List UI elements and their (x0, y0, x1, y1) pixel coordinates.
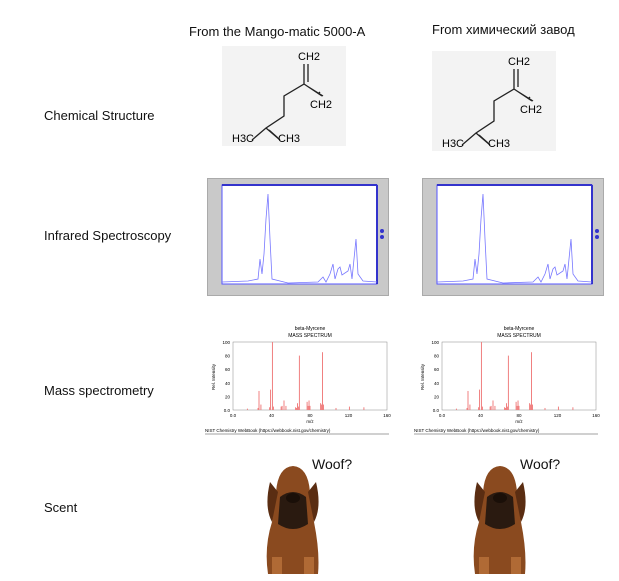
ms-xlabel: m/z (515, 419, 523, 424)
row-label-ir: Infrared Spectroscopy (44, 228, 172, 243)
dog-ears (474, 482, 526, 522)
bloodhound-image-2 (473, 466, 526, 574)
ms-ytick: 60 (225, 367, 231, 372)
dog-ears (267, 482, 319, 522)
dog-paws (272, 557, 314, 574)
row-label-ms: Mass spectrometry (44, 383, 154, 398)
ms-ytick: 80 (225, 354, 231, 359)
ms-ylabel: Rel. Intensity (211, 363, 216, 390)
label-ch2-top: CH2 (508, 56, 530, 68)
ms-title: beta-Myrcene (504, 326, 535, 332)
column-header-1: From the Mango-matic 5000-A (189, 24, 366, 39)
dog-saddle (278, 492, 308, 529)
ms-xtick: 80 (307, 413, 313, 418)
ir-handle (380, 229, 384, 233)
ms-ytick: 80 (434, 354, 440, 359)
ms-xtick: 40 (269, 413, 275, 418)
woof-text-1: Woof? (312, 456, 353, 472)
ir-handle (595, 235, 599, 239)
dog-nose (286, 493, 300, 503)
ms-plot-frame (232, 341, 388, 411)
molecule-structure-2: CH2 CH2 H3C CH3 (432, 51, 556, 151)
ms-subtitle: MASS SPECTRUM (288, 333, 332, 339)
ms-xtick: 160 (383, 413, 391, 418)
label-ch3: CH3 (278, 133, 300, 145)
ms-ytick: 100 (431, 340, 439, 345)
label-ch2-right: CH2 (520, 104, 542, 116)
ir-handle (595, 229, 599, 233)
ms-ytick: 40 (434, 381, 440, 386)
woof-text-2: Woof? (520, 456, 561, 472)
ms-subtitle: MASS SPECTRUM (497, 333, 541, 339)
ms-ytick: 100 (222, 340, 230, 345)
ms-ytick: 0.0 (433, 408, 440, 413)
label-ch2-top: CH2 (298, 51, 320, 63)
dog-paws (479, 557, 521, 574)
ms-ytick: 20 (434, 394, 440, 399)
ms-xtick: 160 (592, 413, 600, 418)
ir-spectrum-line (221, 193, 378, 284)
ir-spectrum-2 (422, 178, 604, 296)
ms-xtick: 0.0 (230, 413, 237, 418)
molecule-structure-1: CH2 CH2 H3C CH3 (222, 46, 346, 146)
ir-spectrum-1 (207, 178, 389, 296)
ir-spectrum-line (436, 193, 593, 284)
dog-saddle (485, 492, 515, 529)
ir-plot-area (436, 184, 593, 285)
ms-xtick: 120 (554, 413, 562, 418)
label-h3c: H3C (442, 138, 464, 150)
ms-ytick: 60 (434, 367, 440, 372)
ms-title: beta-Myrcene (295, 326, 326, 332)
ms-ytick: 0.0 (224, 408, 231, 413)
row-label-structure: Chemical Structure (44, 108, 155, 123)
ms-xtick: 40 (478, 413, 484, 418)
ms-ytick: 20 (225, 394, 231, 399)
label-ch3: CH3 (488, 138, 510, 150)
ir-plot-area (221, 184, 378, 285)
ms-xtick: 0.0 (439, 413, 446, 418)
ms-xtick: 80 (516, 413, 522, 418)
ms-footer: NIST Chemistry WebBook (https://webbook.… (414, 428, 540, 433)
ms-xtick: 120 (345, 413, 353, 418)
column-header-2: From химический завод (432, 22, 575, 37)
ms-footer: NIST Chemistry WebBook (https://webbook.… (205, 428, 331, 433)
row-label-scent: Scent (44, 500, 78, 515)
label-ch2-right: CH2 (310, 99, 332, 111)
label-h3c: H3C (232, 133, 254, 145)
ms-ytick: 40 (225, 381, 231, 386)
dog-nose (493, 493, 507, 503)
ms-ylabel: Rel. Intensity (420, 363, 425, 390)
bloodhound-image-1 (266, 466, 319, 574)
ms-plot-frame (441, 341, 597, 411)
ms-xlabel: m/z (306, 419, 314, 424)
ir-handle (380, 235, 384, 239)
